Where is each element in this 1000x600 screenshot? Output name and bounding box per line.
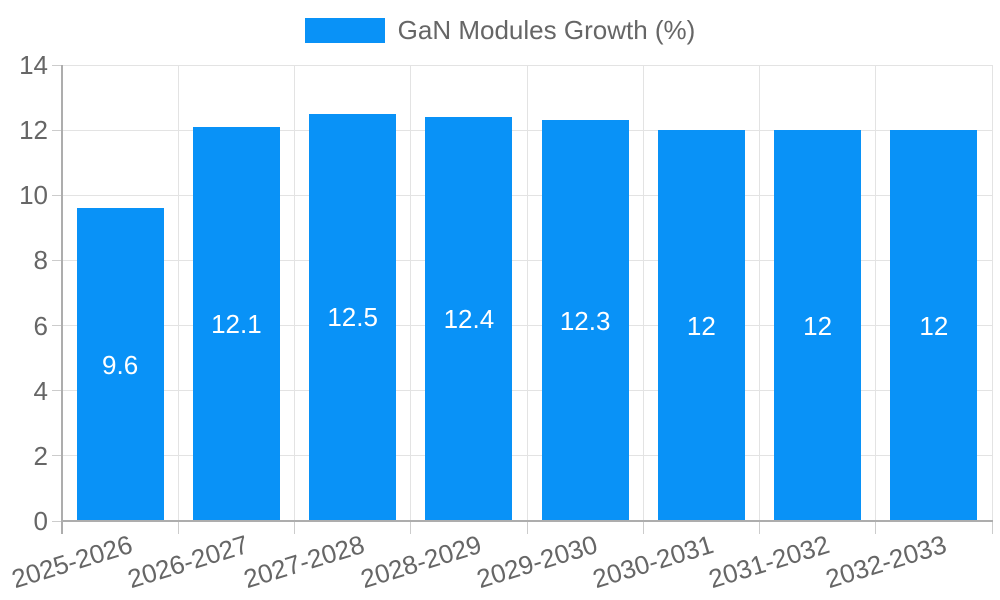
v-gridline <box>294 65 295 521</box>
y-tick-label: 8 <box>33 245 48 276</box>
bar-value-label: 12 <box>919 310 949 341</box>
y-tick-mark <box>52 520 62 522</box>
y-tick-mark <box>52 259 62 261</box>
bar-value-label: 12.3 <box>559 305 611 336</box>
bar <box>76 208 164 521</box>
bar <box>890 130 978 521</box>
x-tick-label: 2027-2028 <box>240 529 369 595</box>
legend[interactable]: GaN Modules Growth (%) <box>0 15 1000 45</box>
x-tick-mark <box>177 521 179 534</box>
y-tick-mark <box>52 455 62 457</box>
y-tick-mark <box>52 194 62 196</box>
bar-value-label: 12.4 <box>443 304 495 335</box>
bar <box>657 130 745 521</box>
bar-value-label: 12 <box>686 310 716 341</box>
bar <box>192 126 280 521</box>
bar-value-label: 12 <box>803 310 833 341</box>
x-tick-label: 2028-2029 <box>356 529 485 595</box>
x-tick-label: 2031-2032 <box>705 529 834 595</box>
v-gridline <box>410 65 412 521</box>
x-tick-mark <box>410 521 412 534</box>
y-tick-mark <box>52 390 62 392</box>
v-gridline <box>759 65 760 521</box>
x-tick-mark <box>991 521 993 534</box>
v-gridline <box>642 65 644 521</box>
y-tick-mark <box>52 129 62 131</box>
y-tick-label: 2 <box>33 440 48 471</box>
y-tick-label: 14 <box>19 50 48 80</box>
x-tick-mark <box>875 521 877 534</box>
x-tick-mark <box>642 521 644 534</box>
y-tick-label: 10 <box>19 180 48 211</box>
x-tick-mark <box>526 521 528 534</box>
x-tick-label: 2029-2030 <box>472 529 601 595</box>
bar-value-label: 12.5 <box>327 302 378 333</box>
x-tick-mark <box>294 521 295 534</box>
bar <box>541 120 629 521</box>
bar <box>425 117 513 521</box>
x-tick-label: 2025-2026 <box>7 529 136 595</box>
y-tick-label: 0 <box>33 506 48 536</box>
v-gridline <box>526 65 528 521</box>
x-axis-line <box>61 520 993 522</box>
bar <box>774 130 862 521</box>
x-tick-label: 2032-2033 <box>821 529 950 595</box>
v-gridline <box>177 65 179 521</box>
v-gridline <box>875 65 877 521</box>
y-tick-label: 6 <box>33 310 48 341</box>
y-tick-mark <box>52 325 62 327</box>
v-gridline <box>991 65 993 521</box>
bar-value-label: 12.1 <box>211 308 262 339</box>
x-tick-label: 2030-2031 <box>589 529 717 595</box>
x-tick-mark <box>759 521 760 534</box>
bar-value-label: 9.6 <box>102 349 139 380</box>
y-tick-label: 4 <box>33 375 48 406</box>
legend-label: GaN Modules Growth (%) <box>397 15 696 45</box>
y-axis-line <box>61 65 63 534</box>
y-tick-label: 12 <box>19 115 48 146</box>
x-tick-label: 2026-2027 <box>124 529 252 595</box>
bar <box>309 113 397 521</box>
y-tick-mark <box>52 64 62 66</box>
legend-swatch <box>304 17 385 43</box>
